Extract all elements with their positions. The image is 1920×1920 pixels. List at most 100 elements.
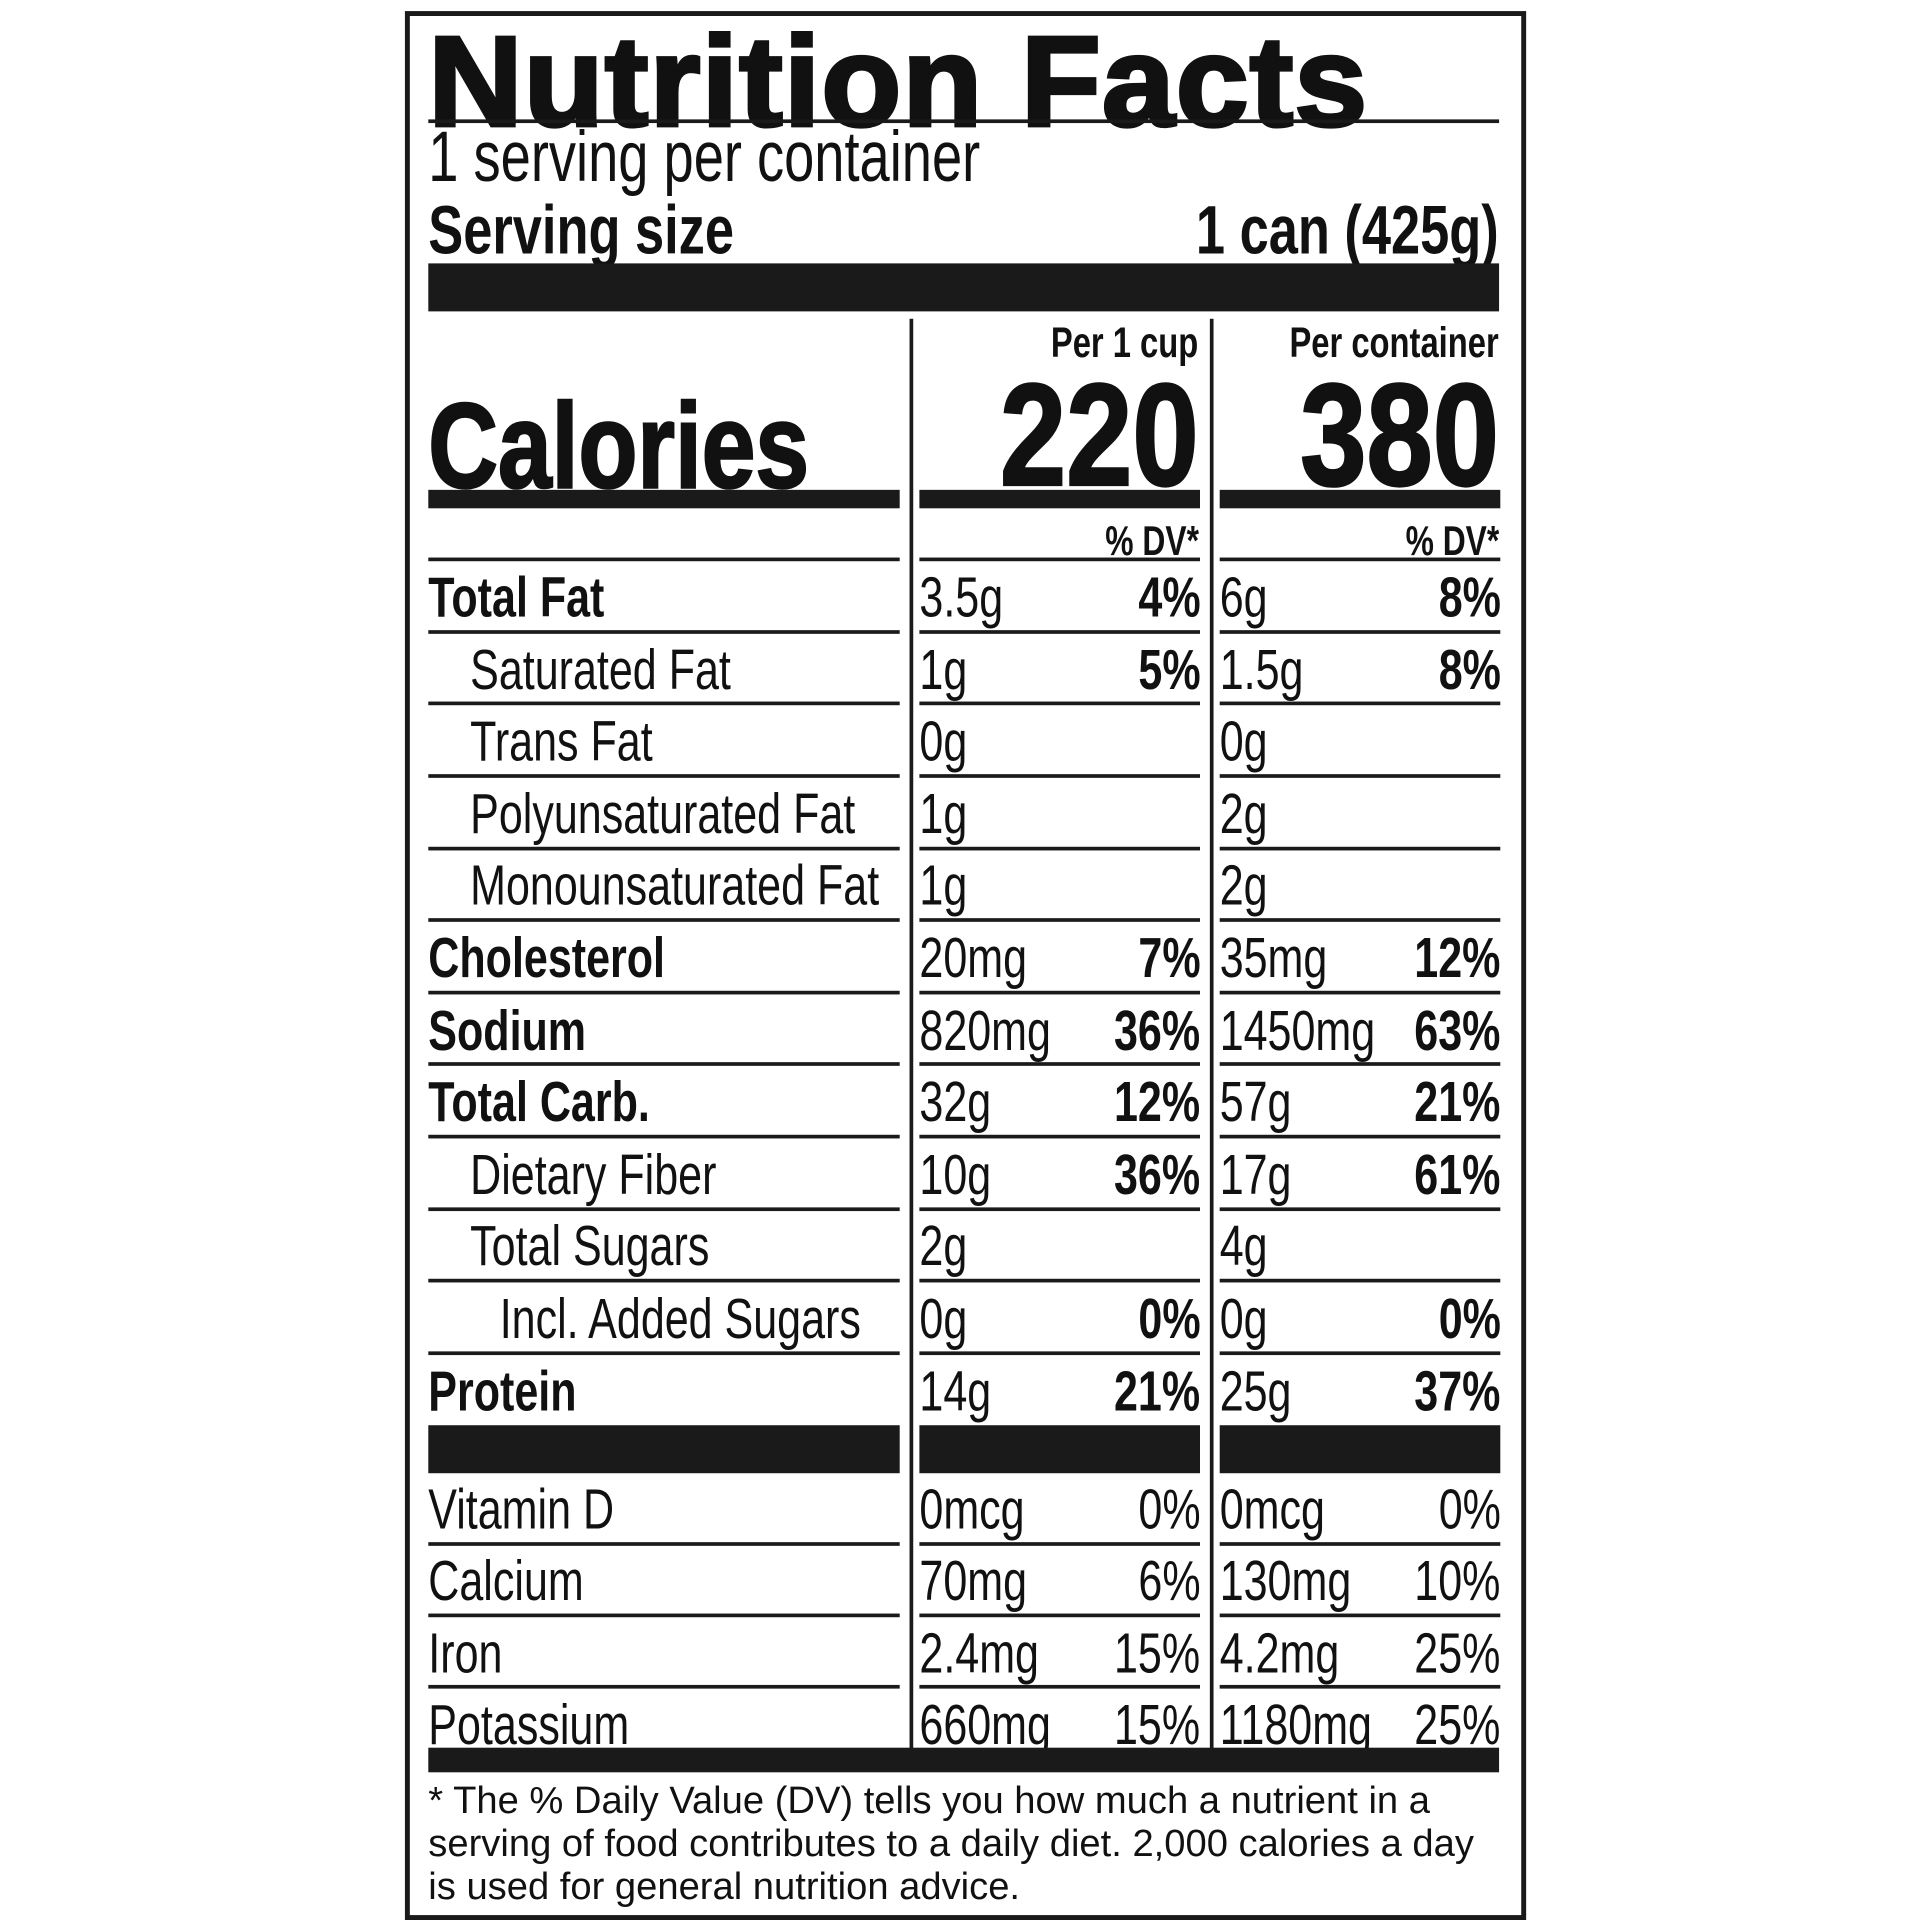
column-divider — [909, 318, 914, 1754]
nutrient-label-cell: Incl. Added Sugars — [428, 1282, 900, 1355]
per-cup-amount: 0g — [919, 1286, 968, 1351]
per-cup-dv: 6% — [1137, 1548, 1200, 1613]
per-cup-amount: 3.5g — [919, 564, 1004, 629]
per-container-amount: 0mcg — [1219, 1476, 1325, 1541]
serving-size-label: Serving size — [428, 190, 735, 269]
footnote: * The % Daily Value (DV) tells you how m… — [428, 1778, 1474, 1908]
per-cup-cell: 3.5g 4% — [919, 561, 1200, 634]
nutrient-label-cell: Saturated Fat — [428, 633, 900, 706]
nutrient-label: Calcium — [428, 1548, 584, 1613]
per-cup-dv: 5% — [1137, 637, 1200, 702]
per-cup-cell: 1g 5% — [919, 633, 1200, 706]
dv-header-per-container: % DV* — [1405, 518, 1500, 565]
per-cup-amount: 2.4mg — [919, 1620, 1039, 1685]
per-container-dv: 37% — [1414, 1358, 1501, 1423]
per-cup-amount: 2g — [919, 1214, 968, 1279]
per-container-dv: 25% — [1414, 1692, 1501, 1757]
nutrient-label: Polyunsaturated Fat — [470, 781, 856, 846]
per-cup-amount: 14g — [919, 1358, 992, 1423]
per-container-cell: 57g 21% — [1219, 1066, 1501, 1139]
divider — [428, 119, 1500, 124]
nutrient-label-cell: Polyunsaturated Fat — [428, 778, 900, 850]
per-container-cell: 25g 37% — [1220, 1355, 1501, 1427]
nutrition-facts-panel: Nutrition Facts 1 serving per container … — [404, 11, 1527, 1920]
per-container-dv: 12% — [1414, 925, 1501, 990]
per-container-amount: 25g — [1219, 1358, 1292, 1423]
nutrient-label-cell: Trans Fat — [428, 705, 900, 778]
nutrient-label: Cholesterol — [428, 925, 666, 990]
per-container-amount: 57g — [1219, 1069, 1292, 1134]
nutrient-row: Incl. Added Sugars 0g 0% 0g 0% — [428, 1282, 1501, 1355]
per-cup-dv: 21% — [1113, 1358, 1200, 1423]
per-cup-cell: 2g — [919, 1210, 1200, 1283]
per-container-amount: 1450mg — [1219, 997, 1376, 1062]
per-cup-dv: 12% — [1113, 1069, 1200, 1134]
nutrient-label-cell: Monounsaturated Fat — [428, 850, 900, 923]
calories-bar — [428, 489, 900, 509]
per-cup-dv: 36% — [1113, 997, 1200, 1062]
per-cup-cell: 820mg 36% — [919, 994, 1200, 1067]
per-cup-cell: 660mg 15% — [919, 1688, 1200, 1760]
per-container-cell: 1450mg 63% — [1219, 994, 1501, 1067]
nutrient-row: Trans Fat 0g 0g — [428, 705, 1501, 778]
thick-divider — [428, 1425, 900, 1474]
per-container-amount: 4g — [1219, 1214, 1268, 1279]
per-container-dv: 25% — [1414, 1620, 1501, 1685]
per-cup-amount: 820mg — [919, 997, 1051, 1062]
nutrient-row: Dietary Fiber 10g 36% 17g 61% — [428, 1138, 1501, 1211]
nutrient-label: Potassium — [428, 1692, 630, 1757]
per-container-header: Per container — [1289, 318, 1500, 367]
serving-size-row: Serving size 1 can (425g) — [428, 190, 1499, 269]
per-container-cell: 130mg 10% — [1219, 1545, 1501, 1618]
per-container-cell: 35mg 12% — [1219, 922, 1501, 995]
nutrient-label-cell: Protein — [428, 1355, 899, 1427]
panel-title: Nutrition Facts — [426, 11, 1369, 154]
thick-divider — [428, 263, 1500, 312]
thick-divider — [428, 1747, 1500, 1773]
per-container-cell: 2g — [1219, 850, 1501, 923]
servings-per-container: 1 serving per container — [428, 116, 981, 197]
per-container-cell: 0g — [1219, 705, 1501, 778]
nutrient-label: Protein — [428, 1358, 577, 1423]
per-container-amount: 1180mg — [1219, 1692, 1372, 1757]
divider — [919, 557, 1200, 562]
per-container-dv: 0% — [1438, 1476, 1501, 1541]
divider — [1219, 557, 1501, 562]
nutrient-label-cell: Total Sugars — [428, 1210, 900, 1283]
per-cup-dv: 15% — [1113, 1620, 1200, 1685]
per-cup-cell: 10g 36% — [919, 1138, 1200, 1211]
calories-bar — [1219, 489, 1501, 509]
per-container-amount: 6g — [1219, 564, 1268, 629]
per-container-dv: 21% — [1414, 1069, 1501, 1134]
nutrient-row: Total Sugars 2g 4g — [428, 1210, 1501, 1283]
nutrient-label-cell: Sodium — [428, 994, 900, 1067]
per-cup-amount: 1g — [919, 853, 968, 918]
nutrient-label: Total Fat — [428, 564, 605, 629]
per-cup-dv: 15% — [1113, 1692, 1200, 1757]
per-cup-amount: 10g — [919, 1141, 992, 1206]
thick-divider — [1219, 1425, 1501, 1474]
thick-divider — [919, 1425, 1200, 1474]
nutrient-row: Monounsaturated Fat 1g 2g — [428, 850, 1501, 923]
per-cup-cell: 0mcg 0% — [919, 1473, 1200, 1546]
nutrient-row: Iron 2.4mg 15% 4.2mg 25% — [428, 1617, 1501, 1690]
per-container-cell: 2g — [1219, 778, 1501, 850]
per-container-amount: 1.5g — [1219, 637, 1304, 702]
nutrient-label: Total Sugars — [470, 1214, 710, 1279]
per-container-cell: 4.2mg 25% — [1219, 1617, 1501, 1690]
per-container-cell: 6g 8% — [1219, 561, 1501, 634]
nutrient-label-cell: Iron — [428, 1617, 900, 1690]
per-container-amount: 130mg — [1219, 1548, 1352, 1613]
per-cup-dv: 36% — [1113, 1141, 1200, 1206]
per-container-dv: 10% — [1414, 1548, 1501, 1613]
per-cup-dv: 0% — [1137, 1286, 1200, 1351]
per-cup-amount: 0mcg — [919, 1476, 1025, 1541]
nutrient-label-cell: Potassium — [428, 1688, 899, 1760]
per-cup-cell: 1g — [919, 778, 1200, 850]
per-cup-cell: 0g — [919, 705, 1200, 778]
per-cup-cell: 14g 21% — [919, 1355, 1200, 1427]
per-container-dv: 0% — [1438, 1286, 1501, 1351]
per-container-cell: 17g 61% — [1219, 1138, 1501, 1211]
per-cup-dv: 0% — [1137, 1476, 1200, 1541]
per-cup-amount: 1g — [919, 781, 968, 846]
